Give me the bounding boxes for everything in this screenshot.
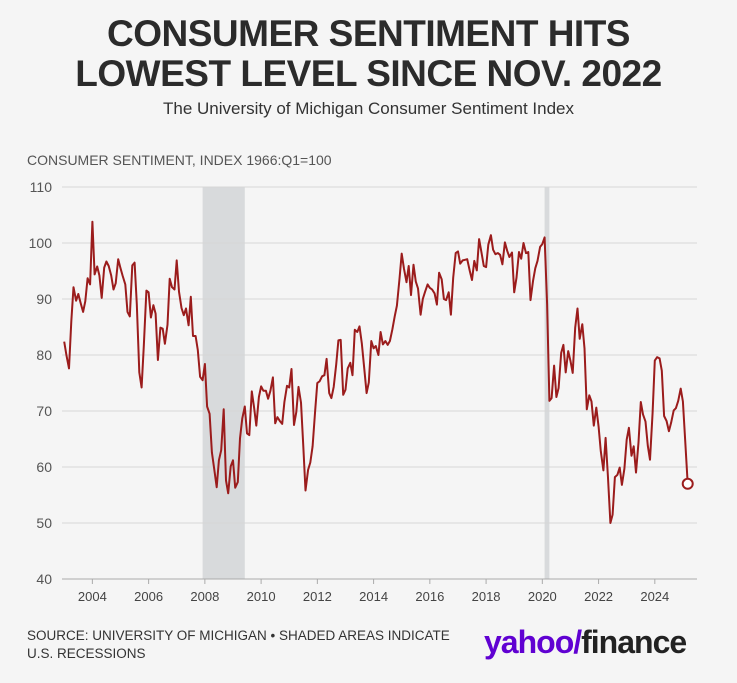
recession-band-1 xyxy=(544,187,550,579)
y-tick-label: 60 xyxy=(36,459,52,475)
recession-band-0 xyxy=(202,187,245,579)
y-tick-label: 80 xyxy=(36,347,52,363)
x-tick-label: 2018 xyxy=(472,589,501,604)
chart-subtitle: The University of Michigan Consumer Sent… xyxy=(162,99,574,118)
y-tick-label: 40 xyxy=(36,571,52,587)
x-tick-labels: 2004 2006 2008 2010 2012 2014 2016 2018 2020 2022… xyxy=(78,579,669,604)
y-tick-label: 110 xyxy=(30,179,53,195)
yahoo-finance-logo: yahoo/finance xyxy=(484,624,687,661)
y-tick-label: 50 xyxy=(36,515,52,531)
source-note-line-1: SOURCE: UNIVERSITY OF MICHIGAN • SHADED … xyxy=(27,628,450,643)
y-tick-label: 90 xyxy=(36,291,52,307)
last-point-marker xyxy=(681,477,694,490)
chart-title-line-2: LOWEST LEVEL SINCE NOV. 2022 xyxy=(75,53,662,94)
logo-yahoo: yahoo xyxy=(484,624,574,660)
source-note-line-2: U.S. RECESSIONS xyxy=(27,646,146,661)
x-tick-label: 2024 xyxy=(640,589,669,604)
x-tick-label: 2014 xyxy=(359,589,388,604)
x-tick-label: 2004 xyxy=(78,589,107,604)
logo-finance: finance xyxy=(581,624,687,660)
y-tick-label: 100 xyxy=(29,235,53,251)
x-tick-label: 2006 xyxy=(134,589,163,604)
x-tick-label: 2012 xyxy=(303,589,332,604)
y-tick-label: 70 xyxy=(36,403,52,419)
x-tick-label: 2010 xyxy=(247,589,276,604)
series-line-0 xyxy=(63,220,689,524)
x-tick-label: 2020 xyxy=(528,589,557,604)
x-tick-label: 2022 xyxy=(584,589,613,604)
grid-lines xyxy=(62,186,697,580)
x-tick-label: 2008 xyxy=(190,589,219,604)
series-line-group xyxy=(63,220,694,524)
chart-title: CONSUMER SENTIMENT HITS LOWEST LEVEL SIN… xyxy=(0,14,737,94)
recession-shading xyxy=(202,187,550,579)
logo-slash: / xyxy=(573,624,582,660)
source-note: SOURCE: UNIVERSITY OF MICHIGAN • SHADED … xyxy=(27,627,477,663)
y-tick-labels: 40 50 60 70 80 90 100 110 xyxy=(29,179,53,587)
x-tick-label: 2016 xyxy=(415,589,444,604)
y-axis-label: CONSUMER SENTIMENT, INDEX 1966:Q1=100 xyxy=(27,152,332,168)
chart-title-line-1: CONSUMER SENTIMENT HITS xyxy=(107,13,630,54)
